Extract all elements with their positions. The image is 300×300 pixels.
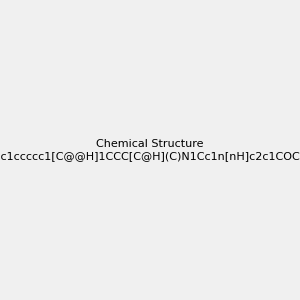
Text: Chemical Structure
COc1ccccc1[C@@H]1CCC[C@H](C)N1Cc1n[nH]c2c1COCC2: Chemical Structure COc1ccccc1[C@@H]1CCC[… — [0, 139, 300, 161]
